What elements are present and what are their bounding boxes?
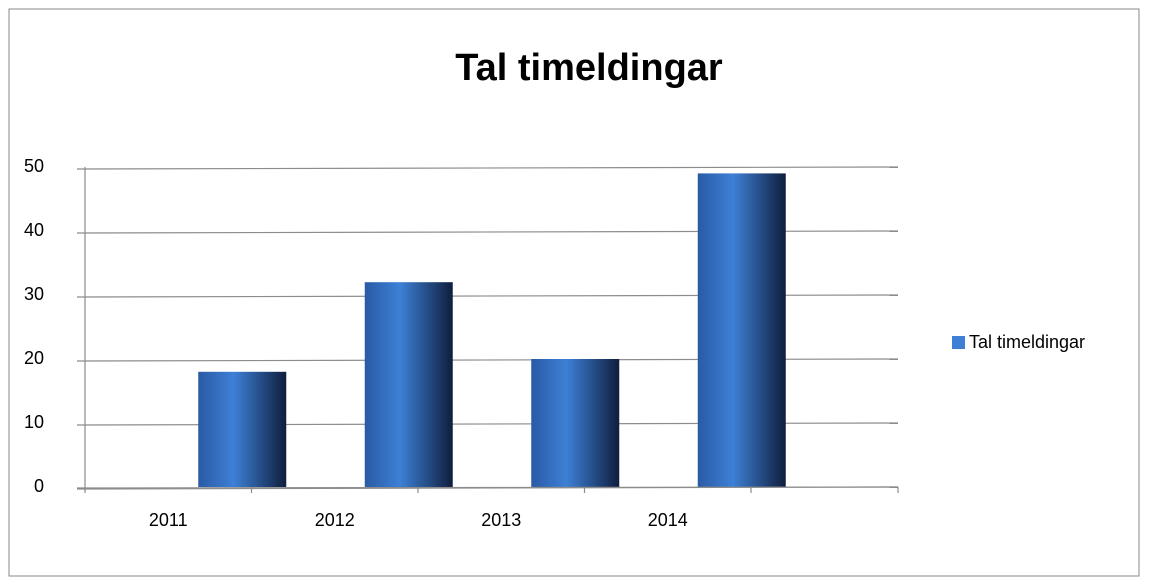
- y-tick-label: 40: [24, 220, 44, 240]
- x-tick-label: 2013: [481, 510, 521, 530]
- bar: [697, 173, 786, 487]
- y-tick-label: 50: [24, 156, 44, 176]
- bar: [531, 359, 620, 487]
- legend-swatch: [952, 336, 965, 349]
- y-tick-label: 0: [34, 476, 44, 496]
- x-tick-label: 2014: [648, 510, 688, 530]
- grid-line: [76, 166, 899, 170]
- bar: [198, 371, 287, 487]
- chart-title: Tal timeldingar: [455, 47, 723, 89]
- chart-frame: [8, 8, 1140, 577]
- x-tick-label: 2012: [315, 510, 355, 530]
- bar: [364, 282, 453, 487]
- x-axis: [76, 486, 899, 489]
- y-tick-label: 20: [24, 348, 44, 368]
- y-tick-label: 10: [24, 412, 44, 432]
- y-tick-label: 30: [24, 284, 44, 304]
- x-tick-label: 2011: [149, 510, 188, 530]
- legend-label: Tal timeldingar: [969, 332, 1085, 352]
